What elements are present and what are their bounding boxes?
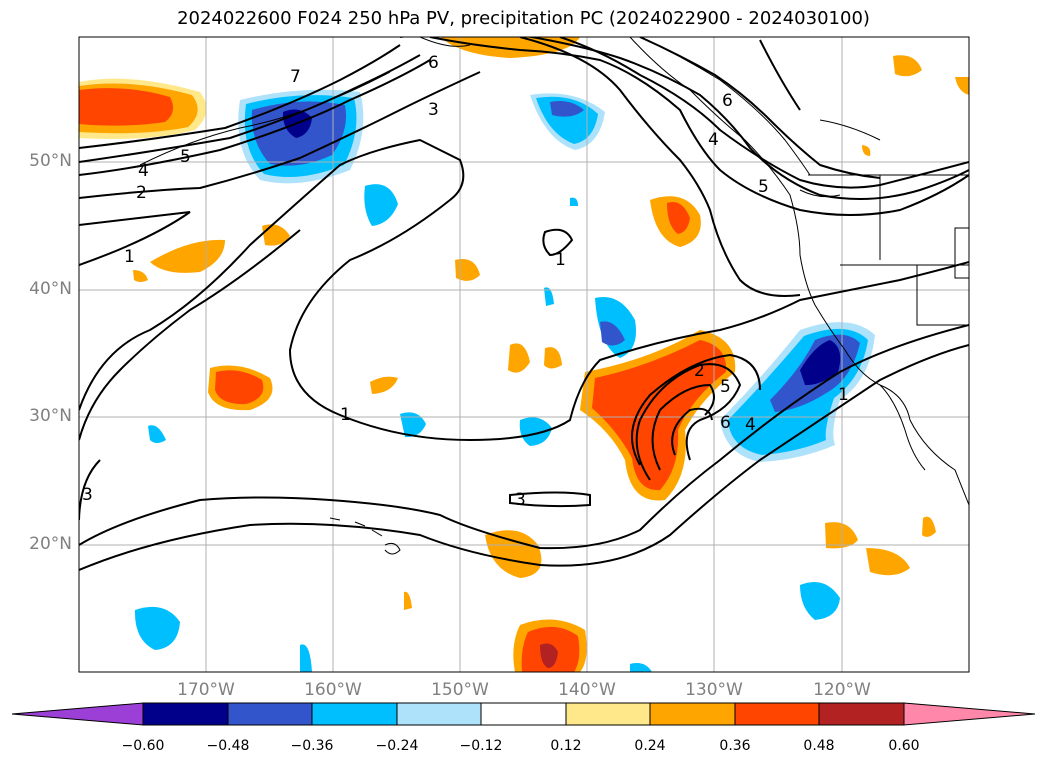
pv-contours [79, 37, 969, 571]
colorbar-bin-p048 [818, 702, 905, 726]
precip-negative-anomalies [134, 89, 875, 672]
lon-label-160w: 160°W [304, 680, 362, 700]
colorbar-bin-n036 [311, 702, 398, 726]
colorbar-bin-n048 [227, 702, 313, 726]
pv-label-4c: 4 [708, 130, 719, 150]
pv-label-1b: 1 [340, 405, 351, 425]
lon-label-140w: 140°W [558, 680, 616, 700]
lat-label-50n: 50°N [29, 151, 72, 171]
pv-label-4b: 4 [745, 415, 756, 435]
pv-label-5c: 5 [758, 177, 769, 197]
colorbar-tick-n036: −0.36 [290, 738, 334, 754]
colorbar-bin-n012 [480, 702, 567, 726]
pv-label-1c: 1 [555, 250, 566, 270]
pv-label-1a: 1 [124, 247, 135, 267]
colorbar-extend-low [11, 702, 144, 726]
pv-label-2a: 2 [136, 183, 147, 203]
colorbar-tick-n048: −0.48 [206, 738, 250, 754]
colorbar-extend-high [903, 702, 1036, 726]
colorbar-tick-p060: 0.60 [888, 738, 920, 754]
pv-label-6c: 6 [722, 91, 733, 111]
map-title: 2024022600 F024 250 hPa PV, precipitatio… [177, 8, 870, 29]
pv-label-3a: 3 [428, 100, 439, 120]
pv-label-4a: 4 [138, 161, 149, 181]
colorbar-bin-p012 [565, 702, 651, 726]
lon-label-120w: 120°W [813, 680, 871, 700]
pv-label-3c: 3 [82, 485, 93, 505]
colorbar-tick-n060: −0.60 [121, 738, 165, 754]
pv-label-6a: 6 [428, 53, 439, 73]
pv-contour-hook [631, 353, 761, 481]
colorbar-tick-p012: 0.12 [550, 738, 582, 754]
north-america-coast [629, 37, 969, 506]
colorbar [11, 702, 1036, 726]
colorbar-bin-p024 [649, 702, 736, 726]
pv-label-5a: 5 [180, 147, 191, 167]
pv-label-6b: 6 [720, 413, 731, 433]
pv-contour-labels: 5 4 2 1 7 3 6 1 1 3 3 2 5 6 4 1 6 4 5 [82, 53, 849, 510]
lat-label-40n: 40°N [29, 279, 72, 299]
pv-label-7: 7 [290, 67, 301, 87]
lon-label-130w: 130°W [685, 680, 743, 700]
colorbar-bin-n024 [396, 702, 482, 726]
lat-label-20n: 20°N [29, 534, 72, 554]
colorbar-bin-n060 [142, 702, 229, 726]
colorbar-tick-n012: −0.12 [459, 738, 503, 754]
pv-label-2b: 2 [694, 361, 705, 381]
map-frame [78, 36, 970, 673]
pv-label-3b: 3 [515, 490, 526, 510]
colorbar-tick-p048: 0.48 [803, 738, 835, 754]
hawaii [329, 517, 401, 555]
lon-label-170w: 170°W [177, 680, 235, 700]
blob-north-orange [440, 37, 580, 58]
colorbar-tick-n024: −0.24 [375, 738, 419, 754]
lon-label-150w: 150°W [431, 680, 489, 700]
pv-label-1d: 1 [838, 385, 849, 405]
pv-contour-outer-1 [79, 211, 191, 266]
colorbar-tick-p036: 0.36 [719, 738, 751, 754]
pv-label-5b: 5 [720, 377, 731, 397]
colorbar-tick-p024: 0.24 [634, 738, 666, 754]
lat-label-30n: 30°N [29, 406, 72, 426]
colorbar-bin-p036 [734, 702, 820, 726]
